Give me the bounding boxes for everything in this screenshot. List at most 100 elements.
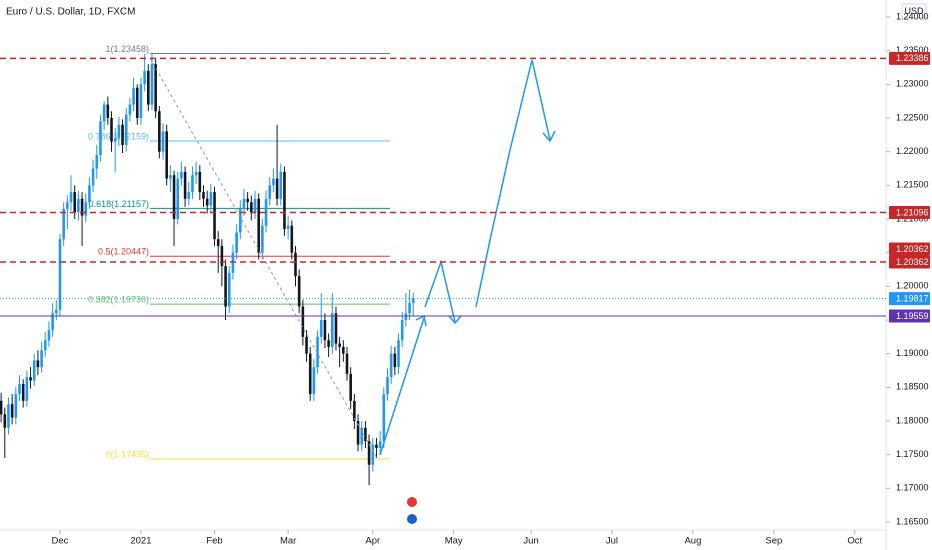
fib-label: 0.382(1.19736) xyxy=(88,294,149,304)
candle-body xyxy=(150,64,154,105)
candle-body xyxy=(235,232,238,253)
candle-body xyxy=(224,266,227,307)
candle-body xyxy=(338,343,341,347)
candle-body xyxy=(400,320,404,341)
candle-body xyxy=(91,168,95,186)
candle-body xyxy=(10,404,14,418)
candle-body xyxy=(139,84,143,118)
candle-body xyxy=(62,208,65,240)
x-tick-label: Jun xyxy=(523,536,538,547)
candle-body xyxy=(264,198,268,226)
candle-body xyxy=(205,198,209,206)
candle-body xyxy=(172,175,176,219)
y-tick-label: 1.23000 xyxy=(896,79,929,89)
y-tick-label: 1.18500 xyxy=(896,382,929,392)
candle-body xyxy=(69,192,73,203)
candle-body xyxy=(404,313,408,320)
candle-body xyxy=(198,171,202,193)
candle-body xyxy=(312,367,316,395)
candle-body xyxy=(40,350,43,368)
x-tick-label: May xyxy=(445,536,463,547)
candle-body xyxy=(73,192,77,213)
candle-body xyxy=(161,131,165,152)
candle-body xyxy=(110,118,113,142)
candle-body xyxy=(113,138,117,142)
candle-body xyxy=(165,131,168,179)
candle-body xyxy=(353,400,356,421)
candle-body xyxy=(80,198,84,216)
candle-body xyxy=(349,373,352,401)
candle-body xyxy=(238,208,242,233)
level-label: 1.19559 xyxy=(896,311,929,321)
candle-body xyxy=(283,171,286,230)
x-tick-label: 2021 xyxy=(130,536,151,547)
logo xyxy=(407,497,417,507)
candle-body xyxy=(14,394,18,418)
candle-body xyxy=(143,70,146,85)
candle-body xyxy=(55,309,58,314)
candle-body xyxy=(51,313,54,331)
candle-body xyxy=(47,330,51,341)
y-tick-label: 1.18000 xyxy=(896,415,929,425)
candle-body xyxy=(117,124,121,139)
candle-body xyxy=(393,353,397,368)
y-tick-label: 1.22500 xyxy=(896,112,929,122)
candle-body xyxy=(378,441,382,448)
candle-body xyxy=(202,192,205,199)
candle-body xyxy=(297,276,301,307)
x-tick-label: Oct xyxy=(847,536,862,547)
candle-body xyxy=(102,104,106,122)
candle-body xyxy=(301,306,305,337)
candle-body xyxy=(128,104,132,115)
candle-body xyxy=(220,245,224,267)
y-tick-label: 1.21500 xyxy=(896,180,929,190)
candle-body xyxy=(154,64,157,112)
candle-body xyxy=(95,155,99,169)
y-tick-label: 1.22000 xyxy=(896,146,929,156)
candle-body xyxy=(360,427,364,445)
x-tick-label: Feb xyxy=(206,536,222,547)
candle-body xyxy=(213,192,216,240)
y-tick-label: 1.23500 xyxy=(896,45,929,55)
fib-label: 1(1.23458) xyxy=(105,44,149,54)
candle-body xyxy=(272,178,275,186)
candle-body xyxy=(286,225,290,230)
candle-body xyxy=(77,198,80,213)
candle-body xyxy=(187,192,191,199)
x-tick-label: Mar xyxy=(280,536,296,547)
candle-body xyxy=(323,320,327,341)
candle-body xyxy=(191,175,194,193)
candle-body xyxy=(36,360,40,368)
level-box xyxy=(889,292,930,306)
level-label: 1.23386 xyxy=(896,53,929,63)
candle-body xyxy=(132,87,135,105)
candle-body xyxy=(84,202,88,216)
candle-body xyxy=(257,198,260,253)
plot: 1(1.23458)0.786(1.22159)0.618(1.21157)0.… xyxy=(0,44,415,485)
candle-body xyxy=(386,377,389,395)
y-tick-label: 1.17500 xyxy=(896,449,929,459)
candle-body xyxy=(246,198,249,203)
candle-body xyxy=(7,404,10,428)
level-box xyxy=(889,51,930,65)
y-tick-label: 1.19000 xyxy=(896,348,929,358)
candle-body xyxy=(21,383,25,401)
candle-body xyxy=(268,185,272,199)
candle-body xyxy=(43,340,47,351)
candle-body xyxy=(135,87,139,118)
candle-body xyxy=(242,198,246,209)
level-label: 1.20362 xyxy=(896,244,929,254)
fib-label: 0.618(1.21157) xyxy=(89,199,149,209)
candle-body xyxy=(290,225,294,253)
candle-body xyxy=(305,336,308,354)
candle-body xyxy=(275,178,279,199)
x-tick-label: Aug xyxy=(684,536,701,547)
candle-body xyxy=(342,346,345,354)
candle-body xyxy=(382,394,386,442)
arrow-head xyxy=(448,315,462,325)
candle-body xyxy=(279,171,283,199)
y-tick-label: 1.20000 xyxy=(896,281,929,291)
level-label: 1.19817 xyxy=(896,294,929,304)
candle-body xyxy=(294,252,297,277)
